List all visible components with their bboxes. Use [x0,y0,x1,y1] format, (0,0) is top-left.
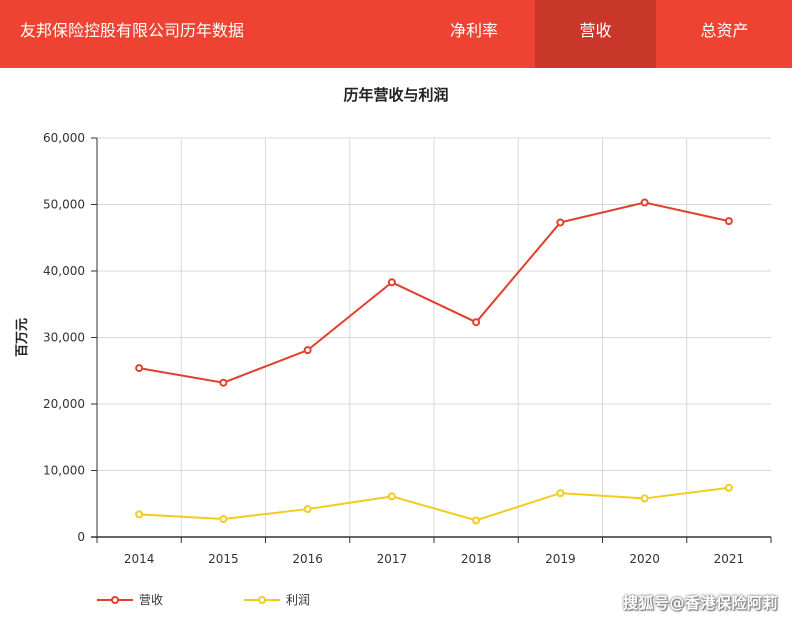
data-point [640,494,649,503]
y-tick-label: 60,000 [43,131,85,145]
data-point [387,278,396,287]
legend-marker [258,596,266,604]
y-axis-label: 百万元 [15,318,30,357]
x-tick-label: 2020 [629,552,660,566]
tab-revenue[interactable]: 营收 [535,0,656,68]
x-tick-label: 2015 [208,552,239,566]
x-tick-label: 2017 [377,552,408,566]
legend-label: 营收 [139,593,163,607]
data-point [219,378,228,387]
data-point [556,489,565,498]
page-title: 友邦保险控股有限公司历年数据 [20,21,245,40]
data-point [219,515,228,524]
data-point [724,217,733,226]
data-point [556,218,565,227]
y-tick-label: 20,000 [43,397,85,411]
data-point [472,516,481,525]
data-point [640,198,649,207]
x-tick-label: 2016 [292,552,323,566]
y-tick-label: 30,000 [43,331,85,345]
y-tick-label: 40,000 [43,264,85,278]
y-tick-label: 0 [77,530,85,544]
chart-title: 历年营收与利润 [343,86,449,104]
data-point [135,364,144,373]
data-point [135,510,144,519]
data-point [472,318,481,327]
x-tick-label: 2019 [545,552,576,566]
series-line-0 [138,201,730,384]
data-point [303,505,312,514]
data-point [387,492,396,501]
x-tick-label: 2014 [124,552,155,566]
tab-net-margin[interactable]: 净利率 [449,21,498,40]
legend-marker [111,596,119,604]
series-line-1 [139,486,730,522]
y-tick-label: 50,000 [43,198,85,212]
watermark: 搜狐号@香港保险阿莉 [622,594,778,612]
top-bar: 友邦保险控股有限公司历年数据 净利率 营收 总资产 [0,0,792,68]
tab-total-assets[interactable]: 总资产 [700,21,749,40]
y-tick-label: 10,000 [43,464,85,478]
x-tick-label: 2018 [461,552,492,566]
x-tick-label: 2021 [714,552,745,566]
legend-label: 利润 [286,593,310,607]
data-point [724,483,733,492]
data-point [303,346,312,355]
